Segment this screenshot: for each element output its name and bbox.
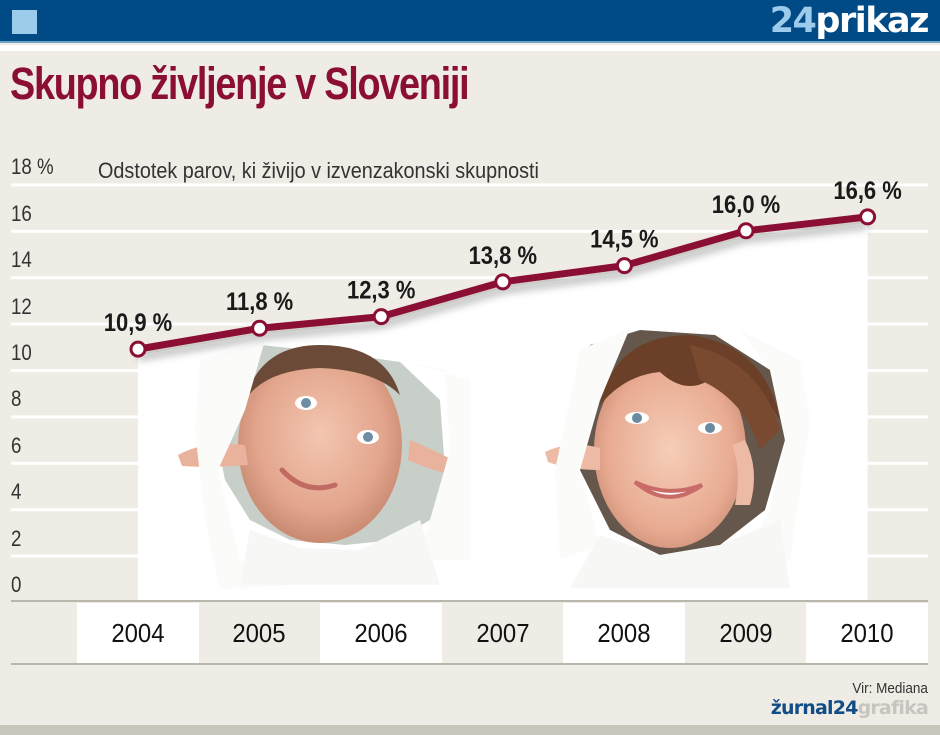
- data-point: [859, 208, 877, 226]
- data-point: [615, 257, 633, 275]
- y-tick-label: 10: [11, 340, 32, 365]
- data-point: [494, 273, 512, 291]
- data-point: [251, 319, 269, 337]
- footer-logo-secondary: grafika: [857, 697, 929, 719]
- value-label: 13,8 %: [469, 242, 538, 270]
- source-note: Vir: Mediana: [852, 680, 928, 697]
- illustration-woman: [545, 328, 810, 588]
- x-axis-line-top: [11, 600, 928, 602]
- y-tick-label: 14: [11, 247, 32, 273]
- year-cell: 2009: [684, 603, 807, 663]
- value-label: 16,0 %: [712, 191, 781, 219]
- value-label: 12,3 %: [347, 276, 416, 304]
- data-point: [129, 340, 147, 358]
- value-label: 10,9 %: [104, 309, 173, 337]
- x-axis-year-band: 2004 2005 2006 2007 2008 2009 2010: [77, 603, 929, 663]
- year-cell: 2005: [198, 603, 321, 663]
- brand-number: 24: [769, 1, 817, 41]
- data-point: [737, 222, 755, 240]
- y-tick-label: 6: [11, 432, 22, 458]
- year-cell: 2004: [77, 603, 199, 663]
- y-tick-label: 18 %: [11, 154, 54, 180]
- bottom-bar: [0, 725, 940, 735]
- page-title: Skupno življenje v Sloveniji: [10, 58, 470, 109]
- value-label: 14,5 %: [590, 225, 659, 253]
- y-tick-label: 16: [11, 200, 32, 226]
- year-cell: 2008: [563, 603, 685, 663]
- value-label: 16,6 %: [833, 177, 902, 205]
- footer-logo: žurnal24grafika: [770, 697, 929, 719]
- data-point: [372, 308, 390, 326]
- header-square-icon: [12, 10, 37, 34]
- x-axis-line-bottom: [11, 663, 928, 665]
- year-cell: 2010: [806, 603, 929, 663]
- y-tick-label: 2: [11, 525, 22, 551]
- value-label: 11,8 %: [226, 288, 293, 316]
- footer-logo-primary: žurnal24: [770, 697, 859, 719]
- y-tick-label: 12: [11, 293, 32, 319]
- y-tick-label: 0: [11, 572, 22, 597]
- year-cell: 2007: [441, 603, 564, 663]
- header-bar: 24prikaz: [0, 0, 940, 43]
- illustration-man: [178, 340, 470, 590]
- header-divider: [0, 45, 940, 51]
- value-labels: 10,9 % 11,8 % 12,3 % 13,8 % 14,5 % 16,0 % 16,6…: [104, 177, 902, 337]
- year-cell: 2006: [320, 603, 442, 663]
- brand-text: prikaz: [815, 1, 929, 41]
- brand-logo: 24prikaz: [769, 1, 930, 41]
- chart-subtitle: Odstotek parov, ki živijo v izvenzakonsk…: [98, 158, 539, 183]
- data-points: [129, 208, 877, 358]
- y-tick-label: 8: [11, 386, 22, 412]
- y-tick-label: 4: [11, 479, 22, 505]
